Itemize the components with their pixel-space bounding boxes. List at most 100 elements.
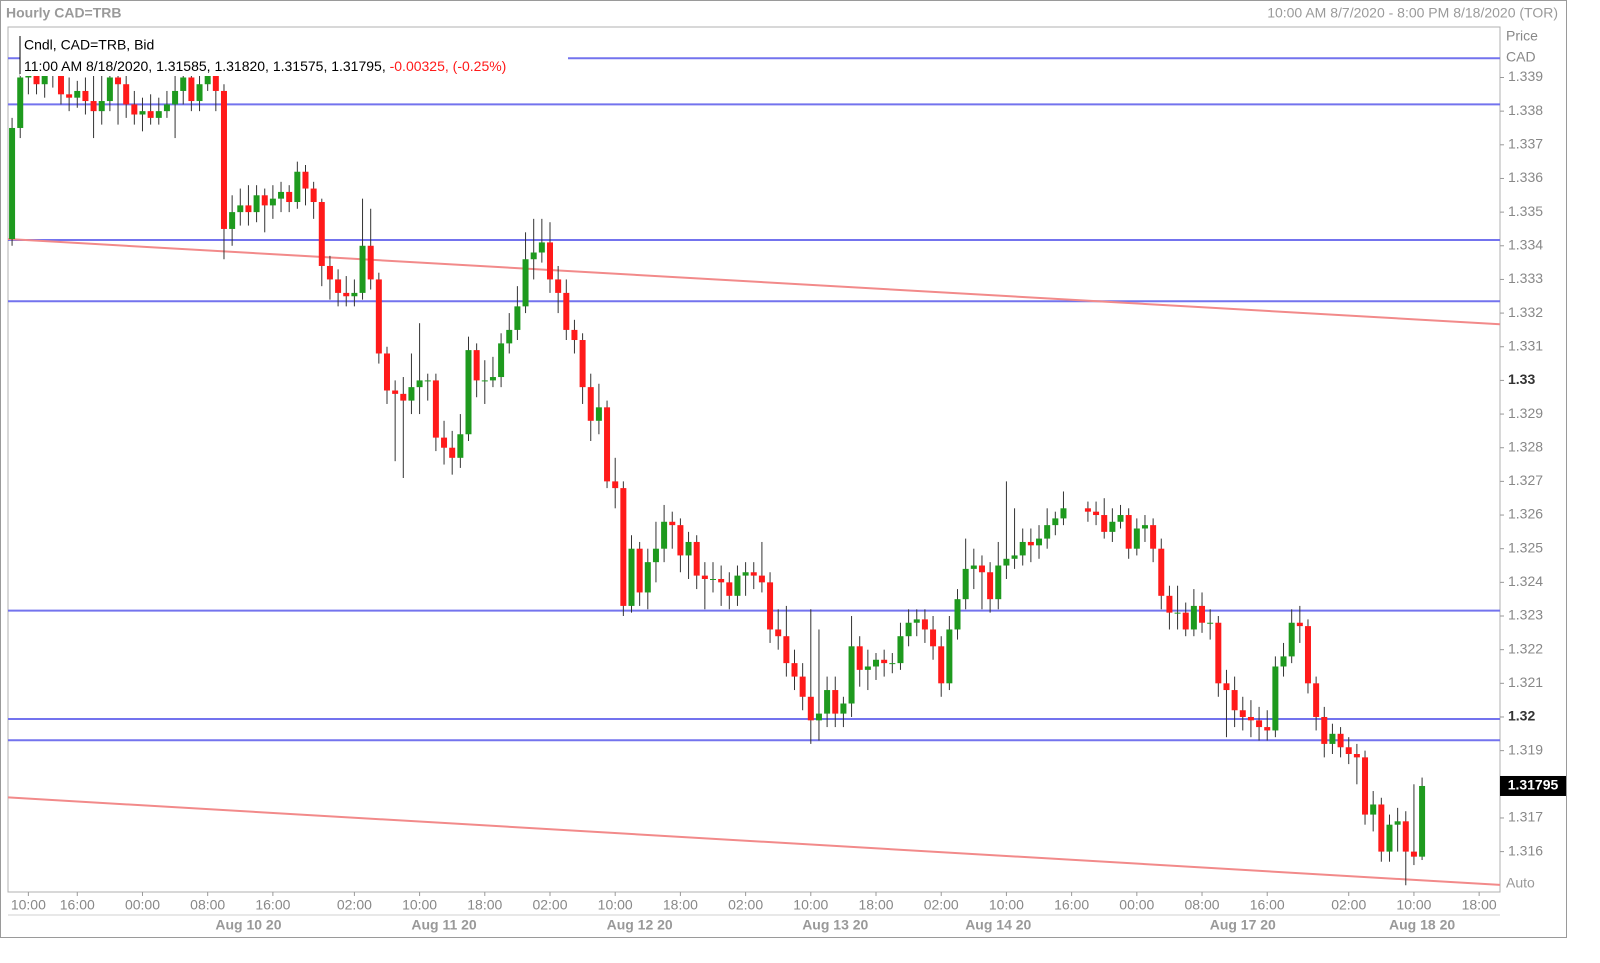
axis-title: Price [1506, 28, 1538, 44]
candle-body [1402, 821, 1409, 852]
candle-body [954, 599, 961, 630]
candle-body [1084, 508, 1091, 512]
candle-body [897, 636, 904, 664]
candle-body [652, 548, 659, 563]
y-tick-label: 1.333 [1508, 270, 1543, 286]
date-label: Aug 14 20 [965, 917, 1031, 933]
candle-body [1370, 804, 1377, 815]
candle-body [498, 343, 505, 378]
candle-body [1239, 710, 1246, 717]
candle-body [734, 575, 741, 596]
candle-body [620, 488, 627, 606]
candle-body [310, 188, 317, 203]
candle-body [188, 77, 195, 102]
candle-body [131, 104, 138, 115]
candle-body [172, 90, 179, 105]
candle-body [90, 101, 97, 112]
candle-body [978, 565, 985, 573]
candle-body [441, 437, 448, 448]
candle-body [457, 434, 464, 458]
candle-body [204, 70, 211, 85]
candle-body [82, 90, 89, 102]
candle-body [269, 198, 276, 206]
y-tick-label: 1.324 [1508, 573, 1543, 589]
x-tick-label: 08:00 [190, 897, 225, 913]
candle-body [579, 340, 586, 388]
candle-body [359, 245, 366, 293]
candle-body [791, 663, 798, 677]
candle-body [1304, 626, 1311, 684]
candle-body [546, 242, 553, 280]
candle-body [1272, 666, 1279, 731]
candle-body [1362, 757, 1369, 815]
candle-body [1386, 824, 1393, 852]
candle-body [1247, 716, 1254, 721]
date-label: Aug 17 20 [1210, 917, 1276, 933]
candle-body [799, 676, 806, 697]
candle-body [237, 205, 244, 213]
candle-body [563, 292, 570, 330]
date-label: Aug 12 20 [607, 917, 673, 933]
y-tick-label: 1.323 [1508, 607, 1543, 623]
y-tick-label: 1.334 [1508, 236, 1543, 252]
candle-body [229, 212, 236, 229]
candle-body [710, 578, 717, 580]
x-tick-label: 10:00 [793, 897, 828, 913]
x-tick-label: 10:00 [11, 897, 46, 913]
candle-body [432, 380, 439, 438]
candle-body [473, 350, 480, 381]
candle-body [1158, 548, 1165, 596]
date-label: Aug 13 20 [802, 917, 868, 933]
candle-body [775, 629, 782, 637]
trend-line [7, 238, 1501, 326]
candle-body [848, 646, 855, 704]
candle-body [1329, 733, 1336, 744]
candle-body [726, 582, 733, 596]
date-range: 10:00 AM 8/7/2020 - 8:00 PM 8/18/2020 (T… [1267, 5, 1558, 21]
y-tick-label: 1.319 [1508, 741, 1543, 757]
candle-body [481, 380, 488, 382]
candle-body [400, 393, 407, 401]
candle-body [98, 101, 105, 112]
candle-body [1101, 515, 1108, 532]
y-tick-label: 1.328 [1508, 438, 1543, 454]
candle-body [1296, 622, 1303, 627]
info-change: -0.00325, (-0.25%) [390, 58, 507, 74]
candle-body [1410, 851, 1417, 857]
candle-body [196, 84, 203, 102]
x-tick-label: 16:00 [255, 897, 290, 913]
candle-body [783, 636, 790, 664]
candle-body [881, 659, 888, 664]
candle-body [962, 568, 969, 600]
candle-body [155, 111, 162, 118]
candle-body [693, 541, 700, 576]
candle-body [514, 306, 521, 330]
candle-body [1264, 727, 1271, 731]
scale-mode: Auto [1506, 875, 1535, 891]
x-tick-label: 18:00 [858, 897, 893, 913]
candle-body [1353, 754, 1360, 758]
candle-body [1003, 558, 1010, 566]
candle-body [424, 380, 431, 382]
candle-body [506, 329, 513, 344]
y-tick-label: 1.322 [1508, 640, 1543, 656]
x-tick-label: 10:00 [1396, 897, 1431, 913]
candle-body [1109, 521, 1116, 532]
candle-body [1125, 515, 1132, 549]
candle-body [856, 646, 863, 670]
candle-body [612, 481, 619, 489]
candle-body [294, 171, 301, 203]
candle-body [750, 572, 757, 576]
candle-body [106, 77, 113, 102]
candle-body [1280, 656, 1287, 667]
candle-body [253, 195, 260, 213]
candle-body [1199, 605, 1206, 623]
candle-body [889, 663, 896, 665]
x-tick-label: 16:00 [60, 897, 95, 913]
candle-body [115, 77, 122, 85]
candle-body [742, 572, 749, 576]
candle-body [1117, 515, 1124, 522]
y-tick-label: 1.32 [1508, 708, 1535, 724]
candle-body [1166, 595, 1173, 613]
